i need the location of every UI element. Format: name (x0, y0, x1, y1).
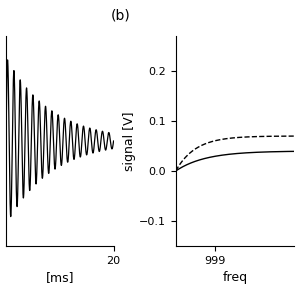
X-axis label: freq: freq (222, 271, 248, 284)
Y-axis label: signal [V]: signal [V] (123, 111, 136, 171)
X-axis label: [ms]: [ms] (46, 271, 74, 284)
Text: (b): (b) (111, 8, 130, 22)
